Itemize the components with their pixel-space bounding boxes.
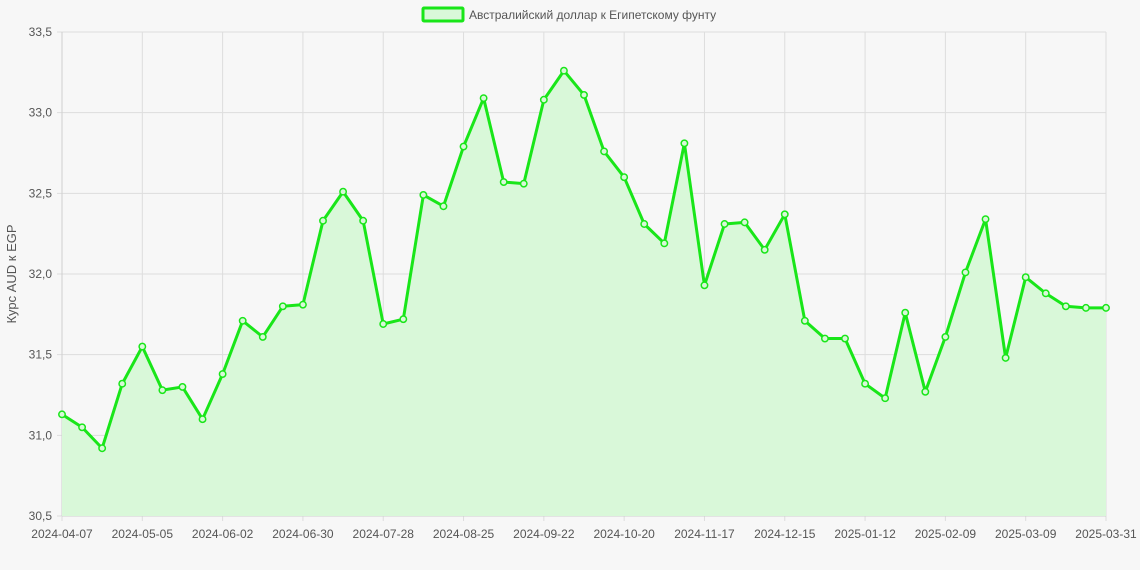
data-point[interactable]: [1001, 353, 1010, 362]
x-axis: 2024-04-07 2024-05-05 2024-06-02 2024-06-30…: [31, 527, 1137, 541]
data-point[interactable]: [138, 342, 147, 351]
data-point[interactable]: [961, 268, 970, 277]
data-point[interactable]: [1102, 303, 1110, 312]
data-point[interactable]: [680, 139, 689, 148]
y-tick-label: 32,5: [29, 186, 53, 200]
data-point[interactable]: [158, 386, 167, 395]
data-point[interactable]: [1081, 303, 1090, 312]
data-point[interactable]: [419, 191, 428, 199]
x-tick-label: 2024-10-20: [593, 527, 655, 541]
legend-label[interactable]: Австралийский доллар к Египетскому фунту: [469, 8, 716, 22]
y-axis: 30,5 31,0 31,5 32,0 32,5 33,0 33,5: [29, 25, 53, 523]
data-point[interactable]: [660, 239, 669, 248]
data-point[interactable]: [178, 382, 187, 391]
data-point[interactable]: [519, 179, 528, 188]
data-point[interactable]: [499, 178, 508, 186]
data-point[interactable]: [861, 379, 870, 388]
data-point[interactable]: [981, 215, 990, 224]
x-tick-label: 2024-05-05: [112, 527, 174, 541]
data-point[interactable]: [881, 394, 890, 403]
x-tick-label: 2025-03-09: [995, 527, 1057, 541]
y-tick-label: 33,5: [29, 25, 53, 39]
data-point[interactable]: [218, 370, 227, 378]
data-point[interactable]: [298, 300, 307, 309]
data-point[interactable]: [98, 444, 107, 453]
data-point[interactable]: [319, 216, 327, 225]
data-point[interactable]: [620, 173, 629, 182]
x-tick-label: 2024-11-17: [674, 527, 735, 541]
x-tick-label: 2024-09-22: [513, 527, 575, 541]
data-point[interactable]: [459, 142, 468, 151]
data-point[interactable]: [1041, 289, 1050, 298]
x-tick-label: 2025-02-09: [915, 527, 977, 541]
data-point[interactable]: [118, 379, 127, 388]
y-axis-title: Курс AUD к EGP: [4, 224, 19, 323]
data-point[interactable]: [700, 281, 709, 290]
data-point[interactable]: [1021, 273, 1030, 282]
data-point[interactable]: [580, 90, 588, 99]
y-tick-label: 31,0: [29, 428, 53, 442]
data-point[interactable]: [399, 315, 408, 324]
x-tick-label: 2024-04-07: [31, 527, 93, 541]
y-tick-label: 32,0: [29, 267, 53, 281]
data-point[interactable]: [258, 332, 267, 341]
data-point[interactable]: [198, 415, 207, 424]
data-point[interactable]: [238, 316, 247, 325]
data-point[interactable]: [760, 245, 769, 254]
data-point[interactable]: [339, 187, 348, 196]
legend[interactable]: Австралийский доллар к Египетскому фунту: [421, 6, 716, 23]
data-point[interactable]: [841, 334, 849, 343]
x-tick-label: 2024-08-25: [433, 527, 495, 541]
data-point[interactable]: [941, 332, 950, 341]
x-tick-label: 2024-06-02: [192, 527, 254, 541]
data-point[interactable]: [479, 94, 488, 103]
x-tick-label: 2024-12-15: [754, 527, 816, 541]
data-point[interactable]: [1061, 302, 1070, 311]
y-tick-label: 30,5: [29, 509, 53, 523]
data-point[interactable]: [921, 387, 930, 396]
data-point[interactable]: [278, 302, 287, 311]
y-tick-label: 33,0: [29, 106, 53, 120]
legend-swatch[interactable]: [421, 6, 465, 23]
series-area-fill: [62, 70, 1106, 516]
data-point[interactable]: [640, 220, 649, 228]
data-point[interactable]: [800, 316, 809, 325]
x-tick-label: 2025-01-12: [834, 527, 896, 541]
data-point[interactable]: [379, 320, 388, 328]
data-point[interactable]: [820, 334, 829, 343]
data-point[interactable]: [740, 218, 749, 227]
y-tick-label: 31,5: [29, 348, 53, 362]
data-point[interactable]: [600, 147, 609, 156]
series-points: [58, 66, 1110, 453]
data-point[interactable]: [539, 95, 548, 104]
x-tick-label: 2025-03-31: [1075, 527, 1137, 541]
x-tick-label: 2024-07-28: [353, 527, 415, 541]
data-point[interactable]: [58, 410, 66, 419]
data-point[interactable]: [780, 210, 789, 219]
data-point[interactable]: [559, 66, 568, 75]
data-point[interactable]: [720, 220, 729, 228]
data-point[interactable]: [78, 423, 87, 432]
data-point[interactable]: [359, 216, 368, 225]
x-tick-label: 2024-06-30: [272, 527, 334, 541]
data-point[interactable]: [439, 202, 448, 211]
data-point[interactable]: [901, 308, 910, 317]
